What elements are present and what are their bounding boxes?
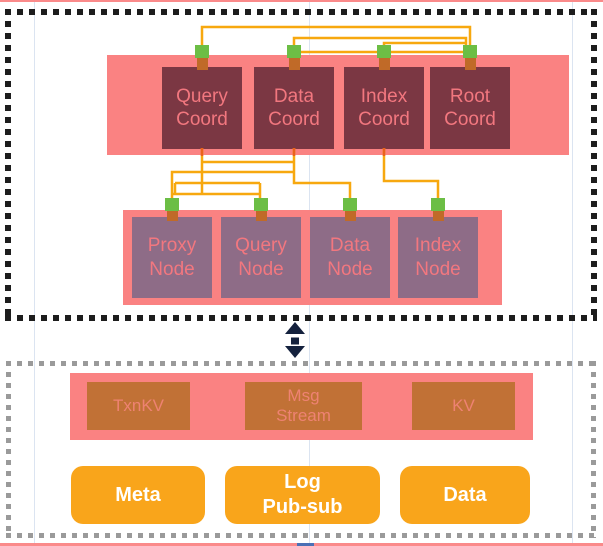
query-coord-box: Query Coord [162, 67, 242, 149]
data-coord-label: Data Coord [268, 85, 320, 130]
compute-border-bottom [5, 315, 597, 321]
root-coord-label: Root Coord [444, 85, 496, 130]
brown-stub [345, 211, 356, 221]
query-node-label: Query Node [235, 235, 287, 280]
query-coord-label: Query Coord [176, 85, 228, 130]
green-port [254, 198, 268, 211]
green-port [287, 45, 301, 58]
storage-border-top [6, 361, 596, 366]
brown-stub [379, 58, 390, 70]
storage-border-right [591, 361, 596, 538]
proxy-node-label: Proxy Node [147, 235, 197, 280]
coord-to-node-bus [170, 148, 440, 198]
green-port [195, 45, 209, 58]
green-port [165, 198, 179, 211]
root-coord-box: Root Coord [430, 67, 510, 149]
brown-stub [197, 58, 208, 70]
green-port [463, 45, 477, 58]
meta-store-box: Meta [71, 466, 205, 524]
slide-guide-line [34, 0, 35, 546]
data-node-box: Data Node [310, 217, 390, 298]
log-pubsub-store-box: Log Pub-sub [225, 466, 380, 524]
data-store-box: Data [400, 466, 530, 524]
index-node-label: Index Node [414, 235, 462, 280]
compute-border-left [5, 9, 11, 321]
coord-band-drops [200, 148, 386, 156]
data-store-label: Data [443, 483, 487, 506]
txnkv-label: TxnKV [112, 395, 165, 415]
coord-top-bus [200, 25, 472, 54]
layer-link-arrow-icon [285, 322, 305, 358]
meta-store-label: Meta [115, 483, 161, 506]
slide-guide-line [572, 0, 573, 546]
index-coord-label: Index Coord [358, 85, 410, 130]
index-node-box: Index Node [398, 217, 478, 298]
txnkv-box: TxnKV [87, 382, 190, 430]
index-coord-box: Index Coord [344, 67, 424, 149]
brown-stub [465, 58, 476, 70]
compute-border-right [591, 9, 597, 321]
storage-border-left [6, 361, 11, 538]
kv-label: KV [452, 395, 475, 415]
msg-stream-box: Msg Stream [245, 382, 362, 430]
msg-stream-label: Msg Stream [276, 385, 331, 425]
kv-box: KV [412, 382, 515, 430]
green-port [377, 45, 391, 58]
query-node-box: Query Node [221, 217, 301, 298]
brown-stub [256, 211, 267, 221]
brown-stub [289, 58, 300, 70]
data-node-label: Data Node [327, 235, 373, 280]
proxy-node-box: Proxy Node [132, 217, 212, 298]
slide-bottom-marker [297, 543, 314, 546]
storage-border-bottom [6, 533, 596, 538]
data-coord-box: Data Coord [254, 67, 334, 149]
green-port [343, 198, 357, 211]
brown-stub [167, 211, 178, 221]
compute-border-top [5, 9, 597, 15]
slide-top-edge [0, 0, 603, 2]
log-pubsub-store-label: Log Pub-sub [262, 471, 343, 518]
green-port [431, 198, 445, 211]
brown-stub [433, 211, 444, 221]
